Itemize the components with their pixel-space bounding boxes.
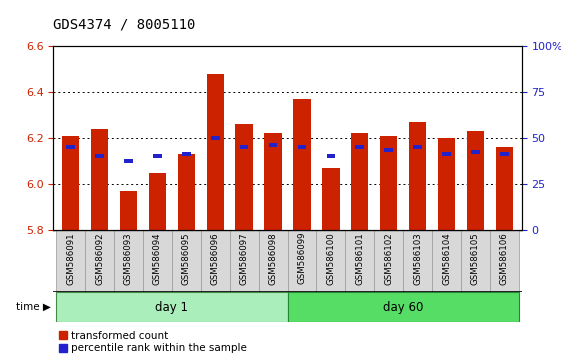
Text: day 60: day 60: [383, 301, 424, 314]
Bar: [259, 230, 287, 292]
Text: GSM586100: GSM586100: [327, 232, 335, 285]
Bar: [114, 230, 143, 292]
Bar: [240, 145, 249, 149]
Text: GSM586092: GSM586092: [95, 232, 104, 285]
Bar: [413, 145, 422, 149]
Text: GSM586091: GSM586091: [66, 232, 75, 285]
Bar: [316, 230, 346, 292]
Bar: [384, 148, 393, 152]
Text: GSM586105: GSM586105: [471, 232, 480, 285]
Bar: [471, 150, 480, 154]
Bar: [351, 133, 369, 230]
Text: GSM586094: GSM586094: [153, 232, 162, 285]
Bar: [432, 230, 461, 292]
Bar: [293, 99, 311, 230]
Bar: [438, 138, 455, 230]
Legend: transformed count, percentile rank within the sample: transformed count, percentile rank withi…: [58, 331, 247, 354]
Bar: [500, 152, 509, 156]
Bar: [236, 124, 253, 230]
Bar: [143, 230, 172, 292]
Text: GSM586096: GSM586096: [211, 232, 220, 285]
Bar: [461, 230, 490, 292]
Bar: [182, 152, 191, 156]
Bar: [62, 136, 79, 230]
Bar: [327, 154, 335, 159]
Bar: [124, 159, 133, 163]
Bar: [467, 131, 484, 230]
Bar: [211, 136, 219, 140]
Bar: [288, 292, 519, 322]
Text: GSM586099: GSM586099: [297, 232, 306, 285]
Bar: [201, 230, 229, 292]
Bar: [178, 154, 195, 230]
Bar: [153, 154, 162, 159]
Bar: [356, 145, 364, 149]
Bar: [66, 145, 75, 149]
Bar: [346, 230, 374, 292]
Text: GSM586097: GSM586097: [240, 232, 249, 285]
Text: day 1: day 1: [155, 301, 188, 314]
Bar: [269, 143, 277, 147]
Bar: [172, 230, 201, 292]
Text: GSM586102: GSM586102: [384, 232, 393, 285]
Bar: [442, 152, 451, 156]
Bar: [288, 230, 316, 292]
Bar: [264, 133, 282, 230]
Bar: [298, 145, 306, 149]
Bar: [374, 230, 403, 292]
Bar: [496, 147, 513, 230]
Bar: [56, 292, 287, 322]
Bar: [95, 154, 104, 159]
Bar: [91, 129, 108, 230]
Bar: [403, 230, 432, 292]
Bar: [229, 230, 259, 292]
Text: GSM586093: GSM586093: [124, 232, 133, 285]
Text: GDS4374 / 8005110: GDS4374 / 8005110: [53, 18, 196, 32]
Bar: [149, 172, 166, 230]
Bar: [409, 122, 426, 230]
Bar: [380, 136, 397, 230]
Text: GSM586098: GSM586098: [269, 232, 278, 285]
Bar: [206, 74, 224, 230]
Text: GSM586101: GSM586101: [355, 232, 364, 285]
Text: GSM586103: GSM586103: [413, 232, 422, 285]
Bar: [490, 230, 519, 292]
Bar: [120, 191, 137, 230]
Bar: [85, 230, 114, 292]
Text: time ▶: time ▶: [16, 302, 50, 312]
Text: GSM586104: GSM586104: [442, 232, 451, 285]
Bar: [322, 168, 339, 230]
Bar: [56, 230, 85, 292]
Text: GSM586095: GSM586095: [182, 232, 191, 285]
Text: GSM586106: GSM586106: [500, 232, 509, 285]
